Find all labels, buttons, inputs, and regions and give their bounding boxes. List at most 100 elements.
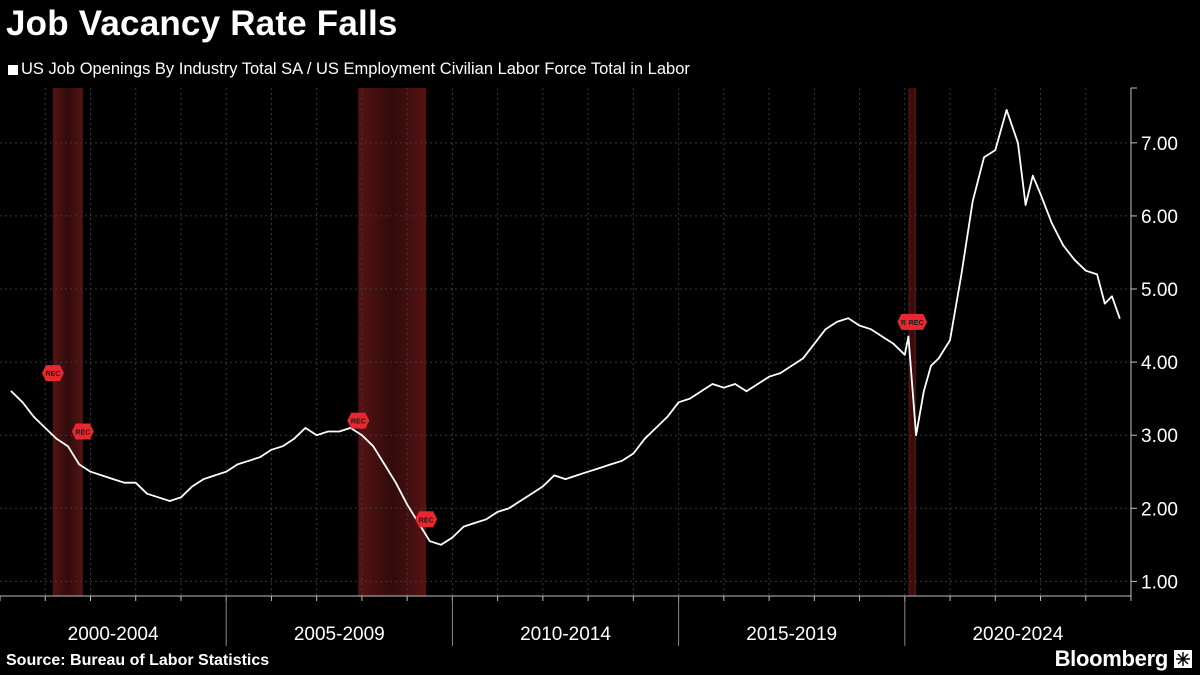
data-point: [677, 401, 680, 404]
data-point: [734, 383, 736, 385]
legend-label: US Job Openings By Industry Total SA / U…: [21, 60, 690, 78]
data-point: [689, 397, 691, 400]
data-point: [1017, 142, 1019, 144]
x-category-label: 2005-2009: [294, 624, 385, 645]
data-point: [225, 470, 227, 473]
data-point: [881, 335, 883, 338]
data-point: [949, 339, 951, 341]
data-point: [542, 485, 544, 488]
y-tick-label: 2.00: [1141, 499, 1178, 520]
data-point: [813, 343, 816, 345]
source-note: Source: Bureau of Labor Statistics: [6, 652, 270, 669]
data-point: [983, 156, 985, 159]
data-point: [293, 438, 295, 440]
y-tick-label: 6.00: [1141, 207, 1178, 228]
data-point: [202, 478, 205, 480]
data-point: [790, 364, 793, 367]
data-point: [89, 470, 92, 473]
data-point: [700, 390, 703, 393]
bloomberg-mark-icon: [1174, 650, 1192, 668]
data-point: [779, 372, 782, 374]
data-point: [440, 544, 442, 546]
data-point: [180, 496, 182, 499]
data-point: [451, 536, 454, 539]
data-point: [21, 401, 24, 404]
data-point: [1096, 273, 1098, 276]
data-point: [858, 324, 861, 327]
data-point: [78, 463, 80, 466]
data-point: [1005, 109, 1008, 111]
data-point: [1039, 193, 1042, 195]
recession-marker-4: [415, 511, 438, 528]
data-point: [406, 503, 408, 506]
data-point: [134, 481, 137, 484]
data-point: [1118, 317, 1121, 320]
data-point: [112, 478, 114, 480]
data-point: [10, 390, 13, 393]
y-tick-label: 1.00: [1141, 572, 1178, 593]
data-point: [824, 328, 827, 331]
data-point: [157, 496, 160, 499]
data-point: [123, 481, 126, 484]
data-point: [655, 427, 657, 429]
data-point: [315, 434, 318, 436]
data-point: [327, 430, 329, 433]
data-point: [259, 456, 261, 458]
recession-marker-label: REC: [75, 430, 90, 437]
data-point: [1111, 295, 1113, 298]
data-point: [904, 353, 906, 356]
y-tick-label: 3.00: [1141, 426, 1178, 447]
data-point: [907, 335, 910, 338]
data-point: [836, 321, 838, 323]
recession-band-3: [908, 88, 917, 596]
data-point: [553, 474, 555, 477]
data-point: [361, 434, 363, 436]
chart-legend: US Job Openings By Industry Total SA / U…: [8, 60, 690, 79]
data-point: [372, 445, 375, 447]
data-point: [1051, 222, 1053, 225]
data-point: [745, 390, 748, 393]
data-point: [802, 357, 804, 360]
data-point: [1032, 174, 1034, 177]
data-point: [994, 149, 997, 151]
data-point: [1103, 302, 1106, 305]
data-point: [711, 383, 714, 385]
data-point: [768, 375, 770, 378]
data-point: [304, 427, 307, 429]
data-point: [930, 364, 932, 367]
data-point: [462, 525, 465, 528]
data-point: [519, 500, 522, 502]
data-point: [609, 463, 612, 466]
recession-marker-label: REC: [351, 419, 366, 426]
x-category-label: 2020-2024: [972, 624, 1063, 645]
data-point: [100, 474, 103, 477]
data-point: [621, 459, 623, 462]
brand-wordmark: Bloomberg: [1054, 646, 1169, 671]
recession-band-2: [358, 88, 427, 596]
data-point: [971, 200, 974, 203]
bloomberg-logo: Bloomberg: [1055, 646, 1192, 672]
legend-swatch: [8, 64, 18, 75]
data-point: [632, 452, 635, 455]
recession-marker-label: REC: [419, 517, 434, 524]
chart-title: Job Vacancy Rate Falls: [6, 4, 398, 43]
data-point: [338, 430, 341, 433]
data-point: [428, 540, 431, 542]
data-point: [1073, 258, 1076, 261]
data-point: [1062, 244, 1064, 246]
data-point: [146, 492, 148, 495]
data-point: [485, 518, 488, 521]
recession-marker-6: [905, 313, 928, 330]
data-point: [1084, 269, 1087, 272]
data-point: [892, 343, 895, 345]
data-point: [847, 317, 850, 320]
data-point: [723, 386, 725, 389]
data-point: [281, 445, 284, 447]
x-category-label: 2010-2014: [520, 624, 611, 645]
data-point: [643, 438, 646, 440]
x-category-label: 2000-2004: [68, 624, 159, 645]
data-point: [576, 474, 578, 477]
data-point: [33, 416, 35, 418]
data-point: [395, 481, 397, 484]
